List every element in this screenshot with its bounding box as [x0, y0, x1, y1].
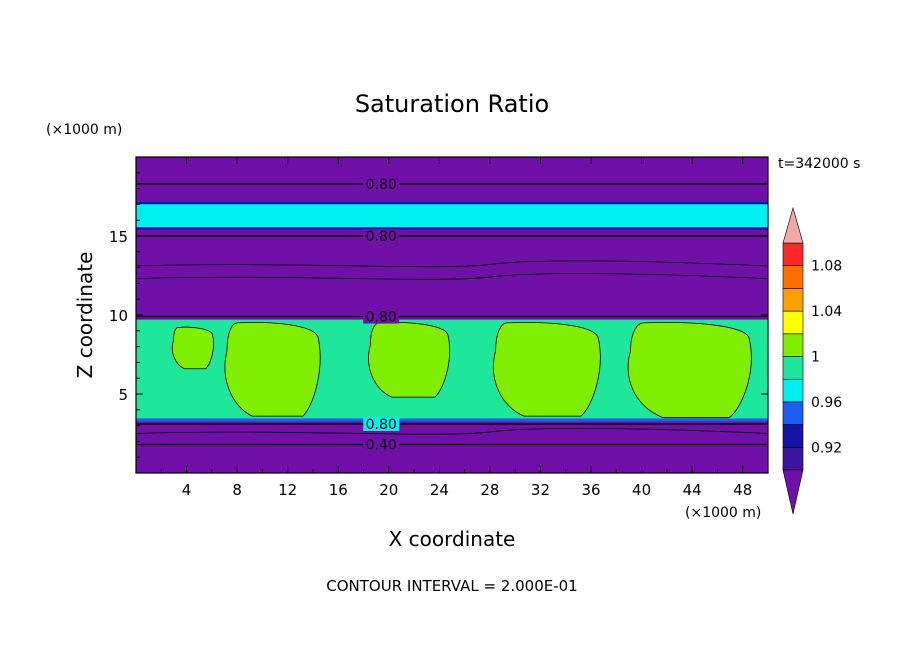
supersaturated-patch [627, 322, 752, 419]
colorbar-over-arrow [782, 206, 804, 244]
colorbar-segment [782, 242, 804, 267]
contour-label: 0.40 [366, 438, 397, 454]
contour-label: 0.80 [366, 177, 397, 193]
z-unit-label: (×1000 m) [46, 122, 122, 138]
y-tick-label: 10 [109, 307, 128, 325]
colorbar-segment [782, 378, 804, 403]
x-tick-label: 12 [278, 481, 297, 499]
x-axis: 4 8 12 16 20 24 28 32 36 40 44 48 [160, 157, 752, 499]
colorbar-label: 1.08 [811, 259, 842, 275]
colorbar: 0.92 0.96 1 1.04 1.08 [782, 206, 842, 515]
contour-label-bg [363, 176, 400, 191]
colorbar-segment [782, 446, 804, 471]
colorbar-segment [782, 424, 804, 448]
colorbar-segment [782, 265, 804, 289]
x-axis-label: X coordinate [389, 527, 516, 551]
lower-dry-band [136, 420, 768, 473]
y-axis-label: Z coordinate [73, 252, 97, 379]
x-tick-label: 48 [733, 481, 752, 499]
upper-band-lower-edge [136, 227, 768, 230]
x-tick-label: 4 [182, 481, 192, 499]
colorbar-segment [782, 310, 804, 335]
contour-lines [135, 183, 769, 446]
contour-label: 0.80 [366, 310, 397, 326]
moist-layer-base [136, 418, 768, 422]
x-tick-label: 40 [632, 481, 651, 499]
x-tick-label: 32 [531, 481, 550, 499]
supersaturated-patch [224, 322, 321, 417]
contour-label-bg [363, 417, 400, 432]
contour-label-bg [363, 437, 400, 452]
contour-label-bg [363, 309, 400, 324]
supersaturated-patch [493, 322, 601, 417]
x-unit-label: (×1000 m) [685, 505, 761, 521]
middle-dry-band [136, 228, 768, 320]
upper-band-edge [136, 201, 768, 205]
contour-line [135, 273, 769, 280]
colorbar-label: 1.04 [811, 304, 842, 320]
colorbar-segment [782, 356, 804, 380]
x-tick-label: 36 [581, 481, 600, 499]
x-tick-label: 8 [232, 481, 242, 499]
x-tick-label: 44 [683, 481, 702, 499]
x-tick-label: 28 [480, 481, 499, 499]
y-tick-label: 5 [118, 386, 128, 404]
x-tick-label: 16 [329, 481, 348, 499]
x-tick-label: 24 [430, 481, 449, 499]
colorbar-segment [782, 333, 804, 357]
supersaturated-patch [171, 326, 214, 370]
contour-label: 0.80 [366, 417, 397, 433]
contour-line [135, 427, 769, 435]
time-label: t=342000 s [778, 156, 860, 172]
top-dry-band [136, 157, 768, 202]
colorbar-segment [782, 401, 804, 425]
colorbar-segment [782, 288, 804, 312]
contour-label-bg [363, 229, 400, 243]
contour-label: 0.80 [366, 229, 397, 245]
x-tick-label: 20 [379, 481, 398, 499]
contour-interval-footer: CONTOUR INTERVAL = 2.000E-01 [326, 577, 577, 595]
upper-band-core [136, 210, 768, 222]
contour-labels: 0.80 0.80 0.80 0.80 0.40 [363, 176, 400, 454]
field-plot [136, 157, 768, 473]
y-axis: 5 10 15 [109, 172, 768, 458]
supersaturated-patch [368, 322, 451, 398]
colorbar-label: 1 [811, 350, 820, 366]
colorbar-label: 0.92 [811, 440, 842, 456]
colorbar-label: 0.96 [811, 395, 842, 411]
contour-line [135, 260, 769, 268]
y-tick-label: 15 [109, 228, 128, 246]
chart-title: Saturation Ratio [355, 90, 549, 118]
colorbar-under-arrow [782, 469, 804, 515]
